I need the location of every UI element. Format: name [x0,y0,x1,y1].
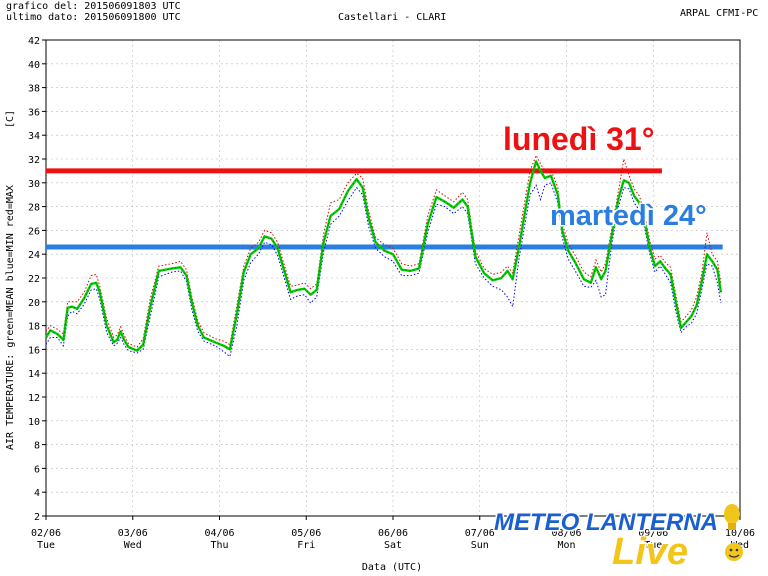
station-title: Castellari - CLARI [338,12,447,23]
y-tick-label: 6 [34,464,40,475]
y-tick-label: 10 [28,417,40,428]
x-tick-date: 06/06 [378,528,408,539]
graph-date-label: grafico del: 201506091803 UTC [6,1,181,12]
x-tick-day: Thu [210,540,228,551]
y-tick-label: 18 [28,322,40,333]
y-tick-label: 8 [34,441,40,452]
x-tick-date: 04/06 [204,528,234,539]
annotation-martedi: martedì 24° [550,200,707,232]
y-tick-label: 2 [34,512,40,523]
y-tick-label: 14 [28,369,40,380]
series-mean-line [44,160,723,352]
x-tick-date: 09/06 [638,528,668,539]
source-label: ARPAL CFMI-PC [680,8,759,19]
y-tick-label: 28 [28,203,40,214]
x-tick-day: Fri [297,540,315,551]
y-tick-label: 4 [34,488,40,499]
y-axis-unit: [C] [5,110,16,128]
y-tick-label: 32 [28,155,40,166]
y-tick-label: 34 [28,131,40,142]
annotation-lunedi: lunedì 31° [503,121,655,157]
x-tick-date: 05/06 [291,528,321,539]
x-axis-label: Data (UTC) [362,562,422,573]
x-tick-day: Wed [124,540,142,551]
y-tick-label: 26 [28,226,40,237]
x-tick-day: Mon [557,540,575,551]
x-tick-date: 02/06 [31,528,61,539]
y-tick-label: 12 [28,393,40,404]
x-tick-day: Tue [644,540,662,551]
y-tick-label: 16 [28,345,40,356]
logo-text: METEO LANTERNA [494,509,718,536]
logo-script: Live [612,531,688,573]
x-tick-date: 03/06 [118,528,148,539]
y-tick-label: 24 [28,250,40,261]
x-tick-day: Sat [384,540,402,551]
x-axis: 02/06Tue03/06Wed04/06Thu05/06Fri06/06Sat… [31,516,755,551]
annotations: lunedì 31° martedì 24° [502,120,709,234]
sun-icon [725,543,743,561]
x-tick-date: 07/06 [465,528,495,539]
x-tick-day: Sun [471,540,489,551]
grid [45,39,741,517]
x-tick-date: 08/06 [551,528,581,539]
y-tick-label: 22 [28,274,40,285]
lightbulb-icon [724,504,740,530]
y-tick-label: 36 [28,107,40,118]
y-tick-label: 40 [28,60,40,71]
series-min-line [45,182,722,358]
series-layer [44,154,723,358]
x-tick-day: Tue [37,540,55,551]
series-mean-center [45,160,722,352]
y-tick-label: 42 [28,36,40,47]
x-tick-date: 10/06 [725,528,755,539]
y-axis-label: AIR TEMPERATURE: green=MEAN blue=MIN red… [5,185,16,450]
meteo-lanterna-logo: METEO LANTERNA Live [493,504,743,574]
y-tick-label: 30 [28,179,40,190]
y-tick-label: 38 [28,84,40,95]
last-data-label: ultimo dato: 201506091800 UTC [6,12,181,23]
y-tick-label: 20 [28,298,40,309]
